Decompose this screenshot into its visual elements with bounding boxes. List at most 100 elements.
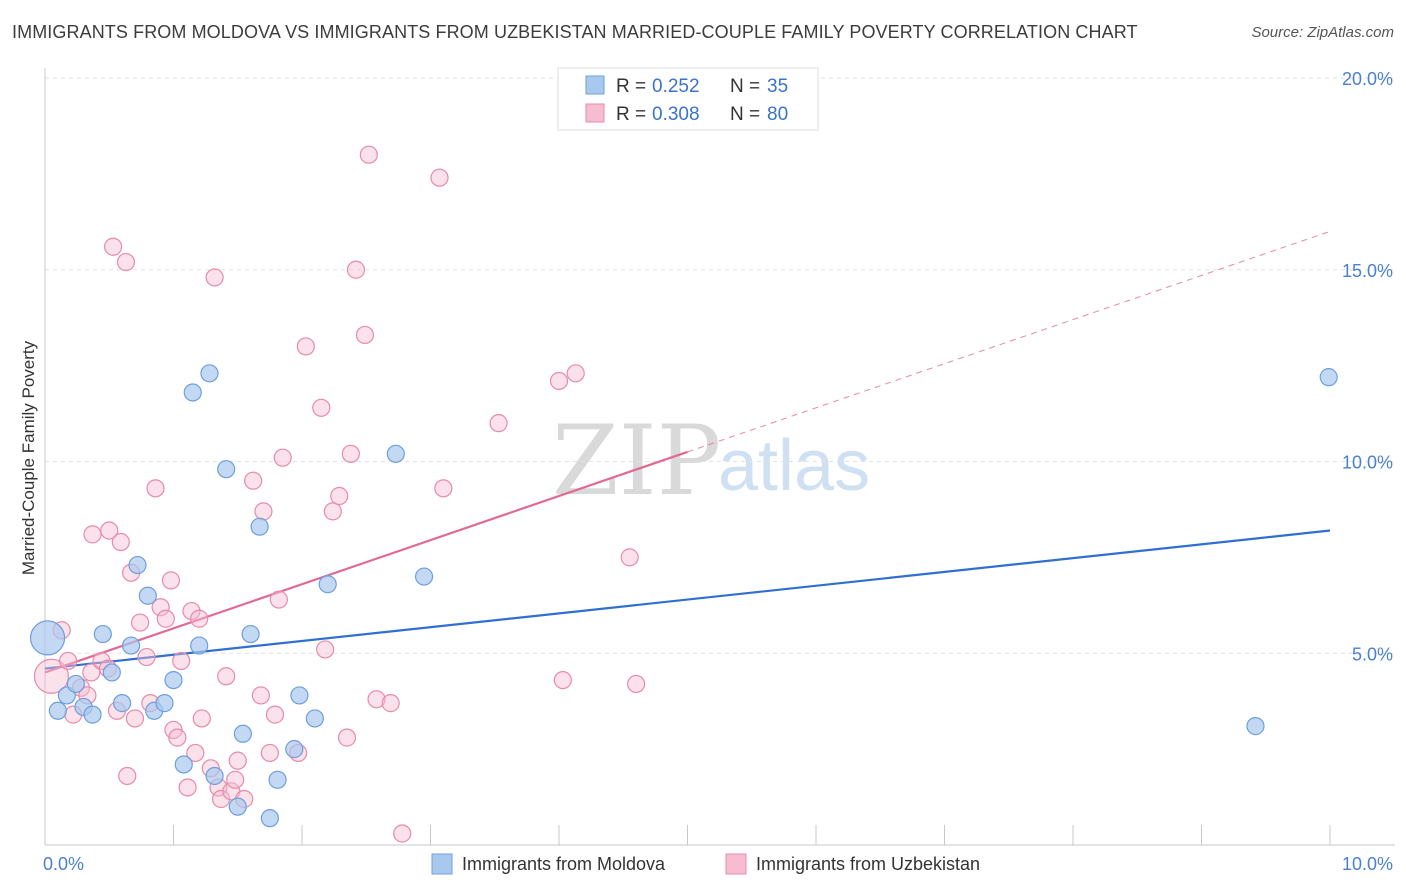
point-moldova (228, 797, 247, 816)
y-tick-label: 20.0% (1342, 69, 1393, 89)
point-uzbekistan (190, 609, 209, 628)
point-moldova (121, 636, 141, 655)
point-uzbekistan (104, 237, 123, 256)
point-uzbekistan (186, 743, 205, 763)
point-uzbekistan (553, 670, 572, 690)
legend-n-label-uzbekistan: N = (730, 104, 760, 125)
point-uzbekistan (59, 651, 78, 671)
point-moldova (205, 766, 224, 786)
point-uzbekistan (341, 444, 360, 463)
x-tick-labels: 0.0% 10.0% (43, 854, 1393, 874)
point-uzbekistan (312, 398, 331, 417)
point-uzbekistan (393, 824, 412, 843)
point-uzbekistan (549, 371, 569, 391)
point-moldova (285, 740, 304, 759)
point-uzbekistan (111, 532, 130, 552)
trend-line-solid (44, 529, 1331, 670)
legend-r-value-uzbekistan: 0.308 (652, 104, 700, 125)
point-uzbekistan (116, 252, 136, 272)
point-uzbekistan (296, 337, 315, 356)
point-moldova (233, 724, 252, 743)
point-uzbekistan (260, 743, 279, 763)
y-tick-label: 10.0% (1342, 453, 1393, 473)
point-uzbekistan (211, 789, 231, 809)
series-legend-swatch-moldova (431, 853, 453, 875)
legend-swatch-moldova (585, 75, 605, 95)
point-moldova (174, 755, 193, 774)
point-moldova (250, 517, 269, 536)
point-moldova (1319, 368, 1338, 387)
point-uzbekistan (228, 751, 247, 770)
point-moldova (48, 701, 67, 720)
point-uzbekistan (620, 548, 639, 567)
point-uzbekistan (269, 590, 288, 609)
point-uzbekistan (151, 598, 170, 617)
point-uzbekistan (161, 571, 181, 590)
point-moldova (183, 383, 202, 402)
point-uzbekistan (33, 658, 70, 694)
legend-r-label-moldova: R = (616, 76, 646, 97)
point-uzbekistan (125, 709, 145, 728)
point-uzbekistan (489, 414, 508, 433)
trend-line-solid (44, 450, 688, 674)
point-moldova (83, 705, 102, 724)
point-moldova (29, 620, 66, 656)
series-legend-label-uzbekistan: Immigrants from Uzbekistan (756, 854, 980, 874)
scatter-points (29, 145, 1338, 843)
trend-line-extension (687, 230, 1331, 453)
point-moldova (241, 624, 260, 644)
point-moldova (217, 460, 236, 479)
point-moldova (414, 567, 434, 586)
point-uzbekistan (192, 709, 211, 728)
point-uzbekistan (381, 694, 400, 713)
point-moldova (112, 694, 132, 713)
point-moldova (66, 674, 85, 694)
point-moldova (1246, 717, 1265, 736)
point-uzbekistan (330, 486, 349, 506)
chart-title: IMMIGRANTS FROM MOLDOVA VS IMMIGRANTS FR… (12, 22, 1138, 42)
point-uzbekistan (100, 521, 119, 540)
point-uzbekistan (430, 168, 449, 187)
y-tick-label: 15.0% (1342, 261, 1393, 281)
point-moldova (318, 575, 337, 594)
point-uzbekistan (217, 667, 236, 686)
gridlines (45, 77, 1395, 654)
point-moldova (155, 694, 174, 713)
point-moldova (260, 809, 279, 828)
y-axis-label: Married-Couple Family Poverty (19, 340, 38, 575)
x-tick-label: 0.0% (43, 854, 84, 874)
trend-lines (44, 230, 1331, 674)
source-credit: Source: ZipAtlas.com (1251, 24, 1394, 41)
point-uzbekistan (118, 766, 137, 786)
point-moldova (93, 624, 112, 644)
point-moldova (305, 709, 324, 728)
point-uzbekistan (130, 613, 150, 632)
point-uzbekistan (156, 609, 175, 628)
point-uzbekistan (254, 502, 273, 521)
y-tick-label: 5.0% (1352, 644, 1393, 664)
point-moldova (138, 586, 157, 605)
point-uzbekistan (626, 674, 646, 694)
point-uzbekistan (251, 686, 270, 705)
point-moldova (200, 364, 219, 383)
point-uzbekistan (337, 728, 357, 747)
point-uzbekistan (205, 268, 224, 287)
point-moldova (164, 670, 183, 690)
legend-swatch-uzbekistan (585, 103, 605, 123)
point-uzbekistan (172, 651, 191, 671)
point-moldova (128, 555, 147, 575)
point-uzbekistan (316, 640, 335, 659)
point-uzbekistan (273, 448, 292, 467)
point-moldova (102, 663, 121, 682)
x-tick-label: 10.0% (1342, 854, 1393, 874)
point-uzbekistan (182, 601, 201, 621)
series-legend-label-moldova: Immigrants from Moldova (462, 854, 666, 874)
axes (44, 68, 1395, 846)
point-uzbekistan (137, 647, 156, 667)
point-moldova (290, 686, 309, 705)
point-uzbekistan (346, 260, 366, 279)
point-uzbekistan (83, 525, 102, 544)
point-moldova (268, 770, 287, 789)
series-legend-swatch-uzbekistan (725, 853, 747, 875)
